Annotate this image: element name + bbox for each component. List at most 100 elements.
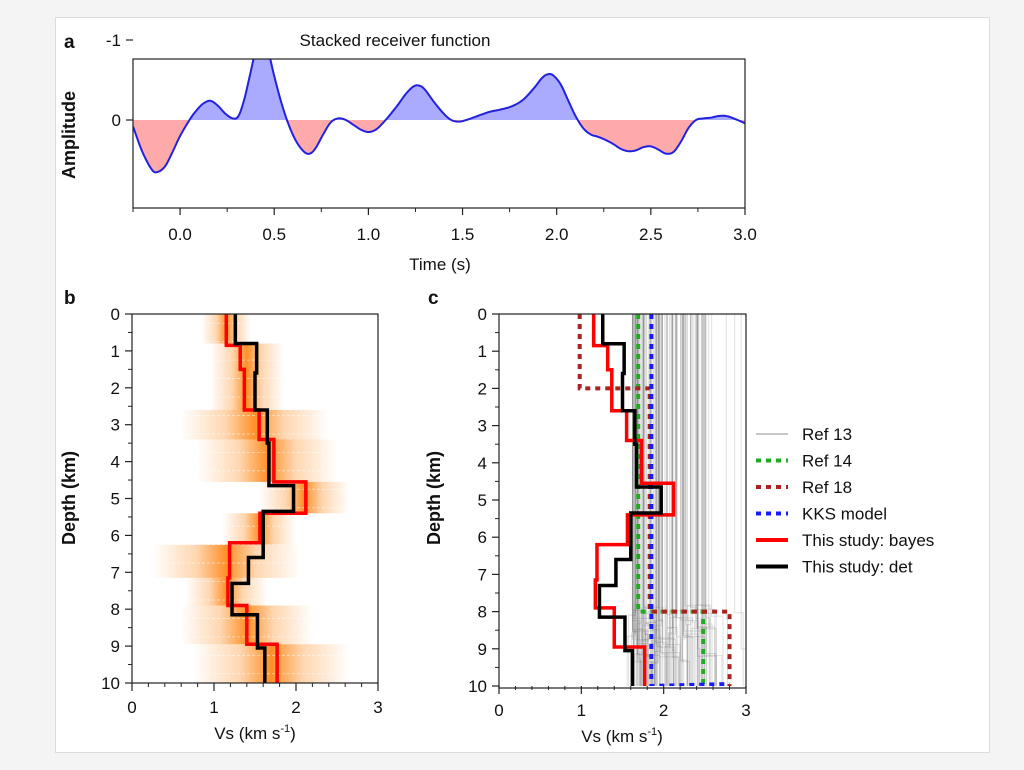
ref13-model-line xyxy=(658,314,664,686)
ref18-model-line xyxy=(577,314,732,686)
x-tick-label: 1 xyxy=(209,698,218,717)
legend-label: This study: det xyxy=(802,558,913,577)
ref13-model-line xyxy=(683,314,699,686)
det-model-line xyxy=(597,314,663,686)
ref13-model-line xyxy=(667,314,674,686)
ref13-model-line xyxy=(655,314,668,686)
panel-c-ylabel: Depth (km) xyxy=(424,451,444,545)
legend-item: KKS model xyxy=(756,505,887,524)
ref13-model-line xyxy=(655,314,666,686)
ref13-model-line xyxy=(682,314,685,686)
y-tick-label: 10 xyxy=(468,677,487,696)
panel-b-xlabel: Vs (km s-1) xyxy=(214,723,296,743)
y-tick-label: 2 xyxy=(111,379,120,398)
panel-c-xlabel: Vs (km s-1) xyxy=(581,726,663,746)
ref13-model-line xyxy=(695,314,703,686)
panel-a-plot-area xyxy=(133,59,745,174)
ref13-model-line xyxy=(740,314,746,650)
det-model-line xyxy=(230,314,296,683)
ref13-model-line xyxy=(705,314,717,686)
y-tick-label: 4 xyxy=(478,454,487,473)
ref13-model-line xyxy=(697,314,718,686)
ref13-model-line xyxy=(655,314,674,686)
ref13-model-line xyxy=(681,314,683,686)
ref13-model-line xyxy=(702,314,713,686)
y-tick-label: 7 xyxy=(111,563,120,582)
panel-b-ylabel: Depth (km) xyxy=(59,451,79,545)
y-tick-label: 1 xyxy=(478,342,487,361)
ref13-model-line xyxy=(643,314,658,686)
x-tick-label: 2.0 xyxy=(545,225,569,244)
y-tick-label: 5 xyxy=(478,491,487,510)
ref13-model-line xyxy=(691,314,698,686)
y-tick-label: 8 xyxy=(478,603,487,622)
ref13-model-line xyxy=(695,314,698,686)
x-tick-label: 1.0 xyxy=(357,225,381,244)
posterior-band xyxy=(181,409,329,440)
ref13-model-line xyxy=(701,314,717,686)
panel-a-title: Stacked receiver function xyxy=(300,31,491,50)
ref13-model-line xyxy=(672,314,678,686)
ref13-model-line xyxy=(632,314,648,686)
y-tick-label: 9 xyxy=(478,640,487,659)
ref13-model-line xyxy=(654,314,663,686)
y-tick-label: 2 xyxy=(478,379,487,398)
ref13-model-line xyxy=(664,314,671,686)
y-tick-label: 4 xyxy=(111,453,120,472)
y-tick-label: 0 xyxy=(478,305,487,324)
kks-model-line xyxy=(649,314,730,686)
ref13-model-line xyxy=(662,314,681,686)
ref13-model-line xyxy=(657,314,661,686)
ref13-model-line xyxy=(676,314,682,686)
legend-item: This study: bayes xyxy=(756,531,934,550)
x-tick-label: 3.0 xyxy=(733,225,757,244)
bayes-model-line xyxy=(224,314,308,683)
ref13-model-line xyxy=(682,314,694,686)
ref13-model-line xyxy=(632,314,641,686)
panel-a-frame xyxy=(132,58,746,209)
legend-label: Ref 18 xyxy=(802,478,852,497)
ref13-model-line xyxy=(697,314,705,686)
y-tick-label: 0 xyxy=(111,305,120,324)
legend-item: Ref 14 xyxy=(756,452,852,471)
ref13-model-line xyxy=(682,314,688,686)
ref13-model-line xyxy=(643,314,649,686)
ref13-model-line xyxy=(644,314,649,686)
y-tick-label: 7 xyxy=(478,565,487,584)
ref13-model-line xyxy=(684,314,704,686)
legend-label: KKS model xyxy=(802,505,887,524)
posterior-band xyxy=(152,544,301,578)
ref13-model-line xyxy=(725,314,729,686)
ref13-model-line xyxy=(701,314,710,686)
ref13-model-line xyxy=(697,314,708,686)
ref13-model-line xyxy=(669,314,676,686)
ref13-model-line xyxy=(686,314,692,686)
x-tick-label: 1 xyxy=(577,701,586,720)
ref13-model-line xyxy=(643,314,655,686)
ref13-model-line xyxy=(668,314,677,686)
ref13-model-line xyxy=(703,314,706,686)
panel-c-plot-area xyxy=(577,314,746,686)
ref13-model-line xyxy=(711,314,724,686)
ref13-model-line xyxy=(666,314,674,686)
x-tick-label: 0.5 xyxy=(262,225,286,244)
y-tick-label: 9 xyxy=(111,637,120,656)
legend: Ref 13 Ref 14 Ref 18 KKS model This study: b… xyxy=(756,425,934,577)
y-tick-label: 3 xyxy=(111,416,120,435)
x-tick-label: 2 xyxy=(291,698,300,717)
x-tick-label: 0 xyxy=(127,698,136,717)
ref13-model-line xyxy=(633,314,637,686)
legend-label: Ref 13 xyxy=(802,425,852,444)
y-tick-label: 5 xyxy=(111,490,120,509)
ref13-model-line xyxy=(643,314,657,686)
ref13-model-line xyxy=(734,314,744,686)
ref13-model-line xyxy=(666,314,674,686)
panel-c: c 0 1 2 3 4 5 6 7 8 9 10 0 1 2 3 Vs (km s-1) Depth (km… xyxy=(424,288,751,746)
ref13-model-line xyxy=(642,314,651,686)
ref13-model-line xyxy=(689,314,698,686)
panel-a-letter: a xyxy=(64,32,75,53)
panel-b-letter: b xyxy=(64,288,76,309)
ref13-model-line xyxy=(631,314,635,686)
ref13-model-line xyxy=(671,314,690,686)
legend-item: This study: det xyxy=(756,558,913,577)
